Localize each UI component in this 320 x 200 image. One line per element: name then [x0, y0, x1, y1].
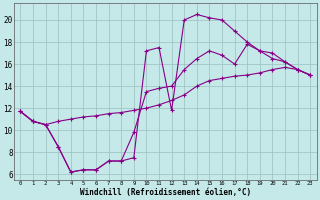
- X-axis label: Windchill (Refroidissement éolien,°C): Windchill (Refroidissement éolien,°C): [80, 188, 251, 197]
